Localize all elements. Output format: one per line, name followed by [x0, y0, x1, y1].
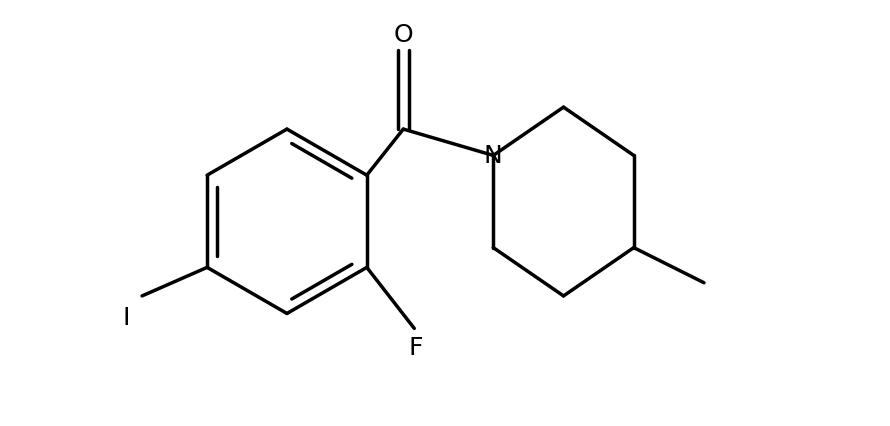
Text: I: I	[123, 305, 130, 329]
Text: N: N	[484, 144, 503, 168]
Text: F: F	[409, 336, 424, 360]
Text: O: O	[393, 23, 413, 46]
